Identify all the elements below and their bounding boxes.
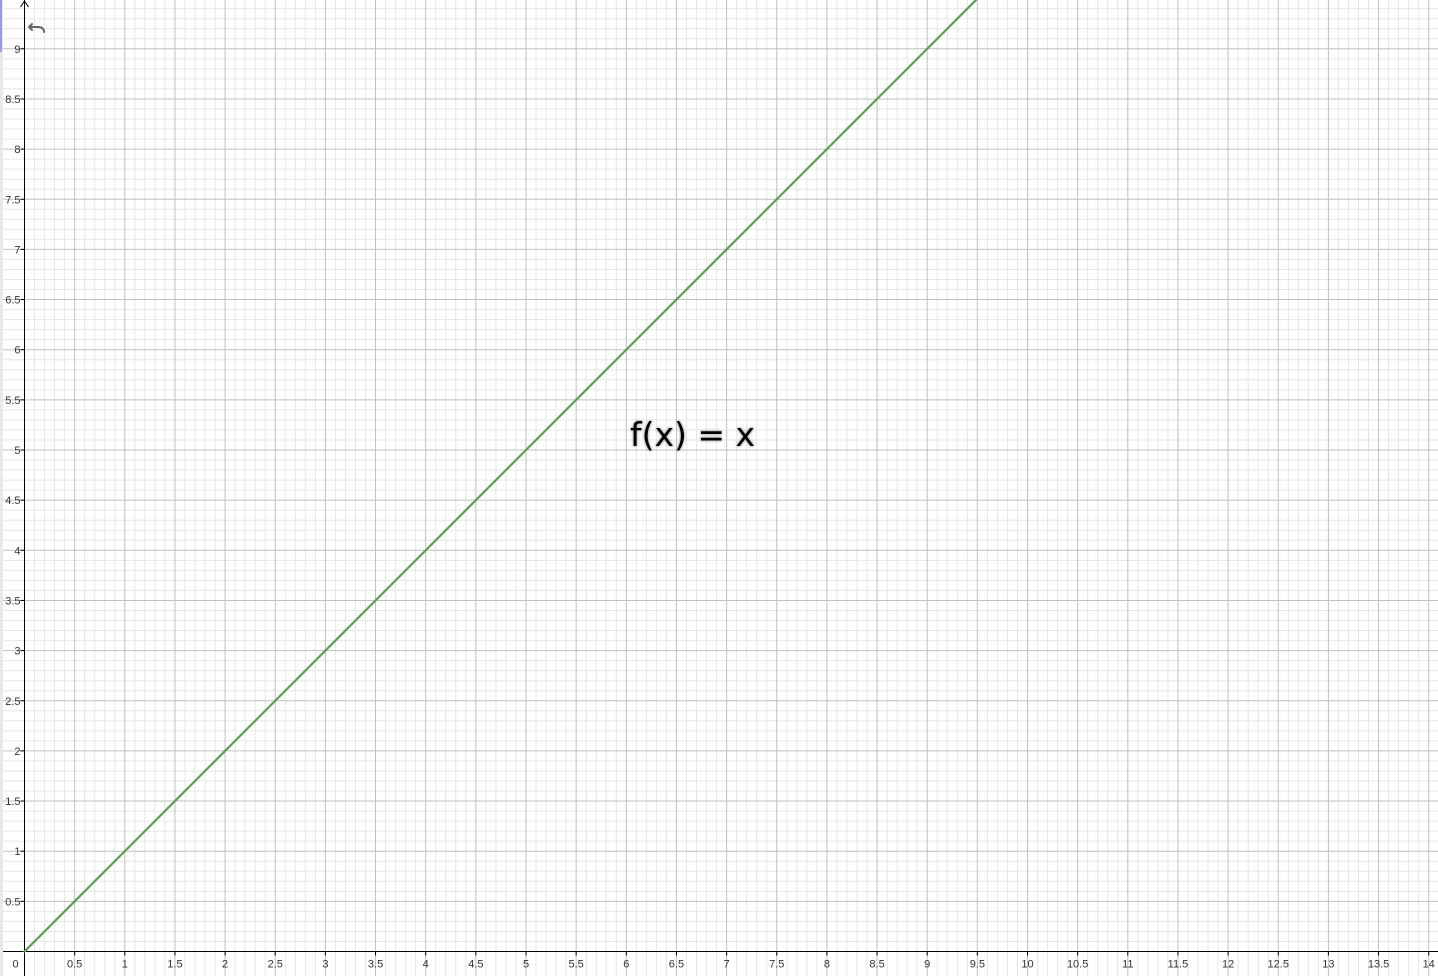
x-tick-label: 7 bbox=[724, 959, 730, 971]
x-tick-label: 2 bbox=[222, 959, 228, 971]
x-tick-label: 8 bbox=[824, 959, 830, 971]
x-tick-label: 13 bbox=[1322, 959, 1334, 971]
x-tick-label: 10.5 bbox=[1067, 959, 1088, 971]
x-tick-label: 3 bbox=[322, 959, 328, 971]
x-tick-label: 10 bbox=[1021, 959, 1033, 971]
tick-labels: 0 0.5 1 1.5 2 2.5 3 3.5 4 4.5 5 5.5 6 6.5 7 7.5 8 8.5 9 9.5… bbox=[5, 44, 1435, 971]
y-tick-label: 8 bbox=[14, 144, 20, 156]
x-tick-label: 0 bbox=[13, 959, 19, 971]
x-tick-label: 0.5 bbox=[67, 959, 82, 971]
function-line-f[interactable] bbox=[23, 0, 978, 953]
x-tick-label: 12.5 bbox=[1268, 959, 1289, 971]
x-tick-label: 9.5 bbox=[970, 959, 985, 971]
left-edge-strip bbox=[0, 0, 3, 976]
x-tick-label: 4 bbox=[423, 959, 429, 971]
y-tick-label: 0.5 bbox=[5, 896, 20, 908]
y-tick-label: 9 bbox=[14, 44, 20, 56]
x-tick-label: 8.5 bbox=[869, 959, 884, 971]
x-tick-label: 13.5 bbox=[1368, 959, 1389, 971]
y-tick-label: 2.5 bbox=[5, 696, 20, 708]
series-layer bbox=[23, 0, 978, 953]
x-tick-label: 5.5 bbox=[569, 959, 584, 971]
y-tick-label: 5 bbox=[14, 445, 20, 457]
left-edge-accent bbox=[0, 0, 2, 52]
y-tick-label: 4 bbox=[14, 545, 20, 557]
y-tick-label: 7.5 bbox=[5, 194, 20, 206]
x-tick-label: 3.5 bbox=[368, 959, 383, 971]
x-tick-label: 1.5 bbox=[167, 959, 182, 971]
x-tick-label: 1 bbox=[122, 959, 128, 971]
x-tick-label: 4.5 bbox=[468, 959, 483, 971]
undo-icon bbox=[26, 19, 48, 35]
x-tick-label: 6 bbox=[623, 959, 629, 971]
y-axis-arrow bbox=[20, 0, 29, 8]
y-tick-label: 1 bbox=[14, 846, 20, 858]
function-label[interactable]: f(x) = x bbox=[630, 415, 756, 454]
x-tick-label: 2.5 bbox=[268, 959, 283, 971]
x-tick-label: 14 bbox=[1423, 959, 1435, 971]
x-tick-label: 7.5 bbox=[769, 959, 784, 971]
x-tick-label: 11 bbox=[1122, 959, 1133, 971]
y-tick-label: 6 bbox=[14, 345, 20, 357]
y-tick-label: 4.5 bbox=[5, 495, 20, 507]
undo-button[interactable] bbox=[24, 16, 50, 38]
x-tick-label: 5 bbox=[523, 959, 529, 971]
y-tick-label: 3.5 bbox=[5, 595, 20, 607]
x-tick-label: 9 bbox=[924, 959, 930, 971]
y-tick-label: 6.5 bbox=[5, 295, 20, 307]
y-tick-label: 5.5 bbox=[5, 395, 20, 407]
x-tick-label: 11.5 bbox=[1168, 959, 1189, 971]
y-tick-label: 1.5 bbox=[5, 796, 20, 808]
y-tick-label: 2 bbox=[14, 746, 20, 758]
x-tick-label: 6.5 bbox=[669, 959, 684, 971]
y-tick-label: 8.5 bbox=[5, 94, 20, 106]
y-tick-label: 3 bbox=[14, 646, 20, 658]
x-tick-label: 12 bbox=[1222, 959, 1234, 971]
y-tick-label: 7 bbox=[14, 244, 20, 256]
